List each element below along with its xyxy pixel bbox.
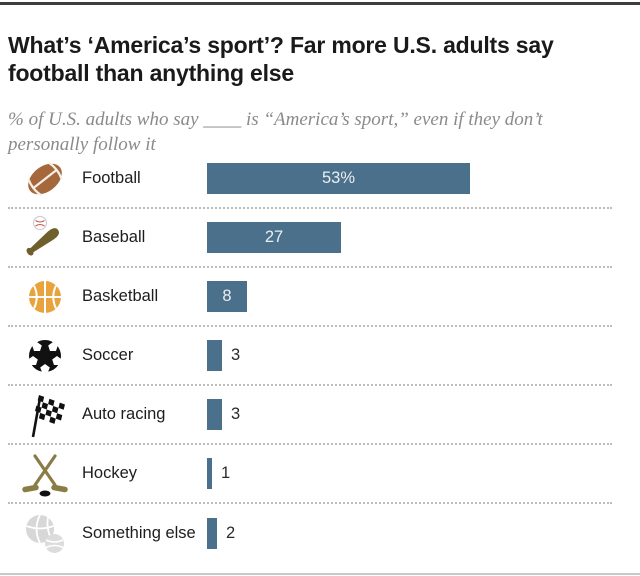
bar — [207, 518, 217, 549]
auto-racing-icon — [8, 390, 82, 440]
chart-row-soccer: Soccer 3 — [8, 327, 612, 386]
category-label: Hockey — [82, 464, 138, 482]
soccer-icon — [8, 331, 82, 381]
bar-track: 3 — [207, 399, 612, 430]
bar — [207, 281, 247, 312]
bar-track: 1 — [207, 458, 612, 489]
basketball-icon — [8, 272, 82, 322]
bar-value-label: 27 — [264, 228, 284, 246]
something-else-icon — [8, 509, 82, 559]
bottom-rule — [0, 573, 640, 575]
top-rule — [0, 2, 640, 5]
baseball-icon — [8, 213, 82, 263]
chart-row-baseball: Baseball 27 — [8, 209, 612, 268]
bar-track: 27 — [207, 222, 612, 253]
bar — [207, 222, 341, 253]
page-title: What’s ‘America’s sport’? Far more U.S. … — [8, 32, 554, 87]
bar — [207, 399, 222, 430]
hockey-icon — [8, 449, 82, 499]
chart-subtitle: % of U.S. adults who say ____ is “Americ… — [8, 109, 543, 155]
category-label: Something else — [82, 524, 196, 542]
category-label: Basketball — [82, 287, 159, 305]
bar-track: 2 — [207, 518, 612, 549]
chart-row-something-else: Something else 2 — [8, 504, 612, 563]
bar-track: 8 — [207, 281, 612, 312]
chart-row-football: Football 53% — [8, 150, 612, 209]
category-label: Baseball — [82, 228, 146, 246]
chart-row-basketball: Basketball 8 — [8, 268, 612, 327]
bar-value-label: 53% — [321, 169, 356, 187]
bar-track: 53% — [207, 163, 612, 194]
category-label: Football — [82, 169, 141, 187]
bar-chart: Football 53% Baseball 27 — [8, 150, 612, 563]
chart-row-hockey: Hockey 1 — [8, 445, 612, 504]
category-label: Auto racing — [82, 405, 166, 423]
bar-track: 3 — [207, 340, 612, 371]
bar — [207, 163, 470, 194]
bar-value-label: 3 — [231, 346, 241, 364]
category-label: Soccer — [82, 346, 134, 364]
chart-row-auto-racing: Auto racing 3 — [8, 386, 612, 445]
bar — [207, 458, 212, 489]
bar — [207, 340, 222, 371]
bar-value-label: 8 — [222, 287, 232, 305]
bar-value-label: 1 — [221, 464, 231, 482]
football-icon — [8, 154, 82, 204]
bar-value-label: 2 — [226, 524, 236, 542]
bar-value-label: 3 — [231, 405, 241, 423]
